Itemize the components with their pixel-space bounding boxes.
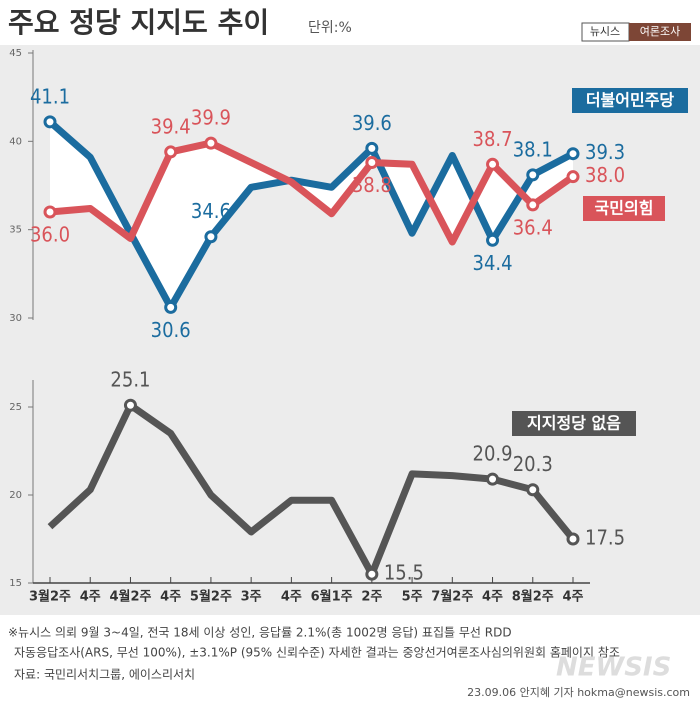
data-label: 38.1 (513, 137, 553, 161)
point (204, 230, 218, 244)
badge-box (629, 23, 691, 41)
data-label: 39.4 (151, 114, 191, 138)
data-label: 34.6 (191, 199, 231, 223)
y-tick-label: 25 (9, 402, 22, 413)
x-tick-label: 3주 (241, 590, 262, 605)
data-label: 36.4 (513, 215, 553, 239)
source: 자료: 국민리서치그룹, 에이스리서치 (14, 668, 195, 682)
point (566, 170, 580, 184)
credit: 23.09.06 안지혜 기자 hokma@newsis.com (467, 686, 690, 699)
x-tick-label: 7월2주 (431, 589, 473, 605)
point (526, 168, 540, 182)
series-line (47, 401, 576, 578)
data-label: 15.5 (384, 561, 424, 585)
point (526, 483, 540, 497)
x-tick-label: 4주 (160, 590, 181, 605)
point (43, 205, 57, 219)
y-tick-label: 20 (9, 490, 22, 501)
legend-label: 지지정당 없음 (527, 414, 621, 433)
x-tick-label: 4주 (562, 590, 583, 605)
x-tick-label: 8월2주 (512, 589, 554, 605)
data-label: 39.3 (585, 140, 625, 164)
data-label: 36.0 (30, 223, 70, 247)
series-line (49, 139, 576, 246)
footnote: 자동응답조사(ARS, 무선 100%), ±3.1%P (95% 신뢰수준) … (14, 646, 620, 660)
point (365, 156, 379, 170)
y-tick-label: 40 (9, 136, 22, 147)
data-label: 38.0 (585, 163, 625, 187)
legend-label: 더불어민주당 (586, 91, 675, 110)
legend-box (583, 196, 665, 221)
x-tick-label: 4주 (281, 590, 302, 605)
footnote: ※뉴시스 의뢰 9월 3~4일, 전국 18세 이상 성인, 응답률 2.1%(… (8, 626, 512, 640)
point (164, 145, 178, 159)
point (123, 398, 137, 412)
data-label: 38.7 (473, 127, 513, 151)
plot-background (0, 45, 700, 615)
point (164, 300, 178, 314)
gap-fill (50, 121, 573, 308)
legend-box (512, 411, 636, 436)
x-tick-label: 4주 (482, 590, 503, 605)
title: 주요 정당 지지도 추이 (8, 6, 269, 39)
data-label: 34.4 (473, 251, 513, 275)
point (486, 233, 500, 247)
y-tick-label: 30 (9, 313, 22, 324)
point (486, 472, 500, 486)
x-tick-label: 6월1주 (311, 589, 353, 605)
point (204, 136, 218, 150)
point (526, 198, 540, 212)
point (486, 157, 500, 171)
data-label: 25.1 (110, 368, 150, 392)
data-label: 38.8 (352, 173, 392, 197)
point (365, 567, 379, 581)
x-tick-label: 4월2주 (109, 589, 151, 605)
x-tick-label: 5월2주 (190, 589, 232, 605)
x-tick-label: 5주 (402, 590, 423, 605)
series-line (47, 119, 575, 311)
data-label: 17.5 (585, 526, 625, 550)
data-label: 20.3 (513, 452, 553, 476)
legend-label: 국민의힘 (595, 199, 654, 218)
data-label: 39.9 (191, 106, 231, 130)
data-label: 41.1 (30, 84, 70, 108)
data-label: 30.6 (151, 318, 191, 342)
y-tick-label: 45 (9, 48, 22, 59)
watermark: NEWSIS (556, 653, 671, 683)
y-tick-label: 15 (9, 578, 22, 589)
data-label: 39.6 (352, 111, 392, 135)
badge: 여론조사 (640, 25, 680, 38)
legend-box (572, 88, 688, 113)
point (566, 532, 580, 546)
point (566, 147, 580, 161)
y-tick-label: 35 (9, 225, 22, 236)
x-tick-label: 2주 (361, 590, 382, 605)
x-tick-label: 3월2주 (29, 589, 71, 605)
badge: 뉴시스 (590, 25, 620, 38)
point (365, 141, 379, 155)
unit: 단위:% (308, 20, 352, 36)
data-label: 20.9 (473, 442, 513, 466)
point (43, 115, 57, 129)
x-tick-label: 4주 (80, 590, 101, 605)
